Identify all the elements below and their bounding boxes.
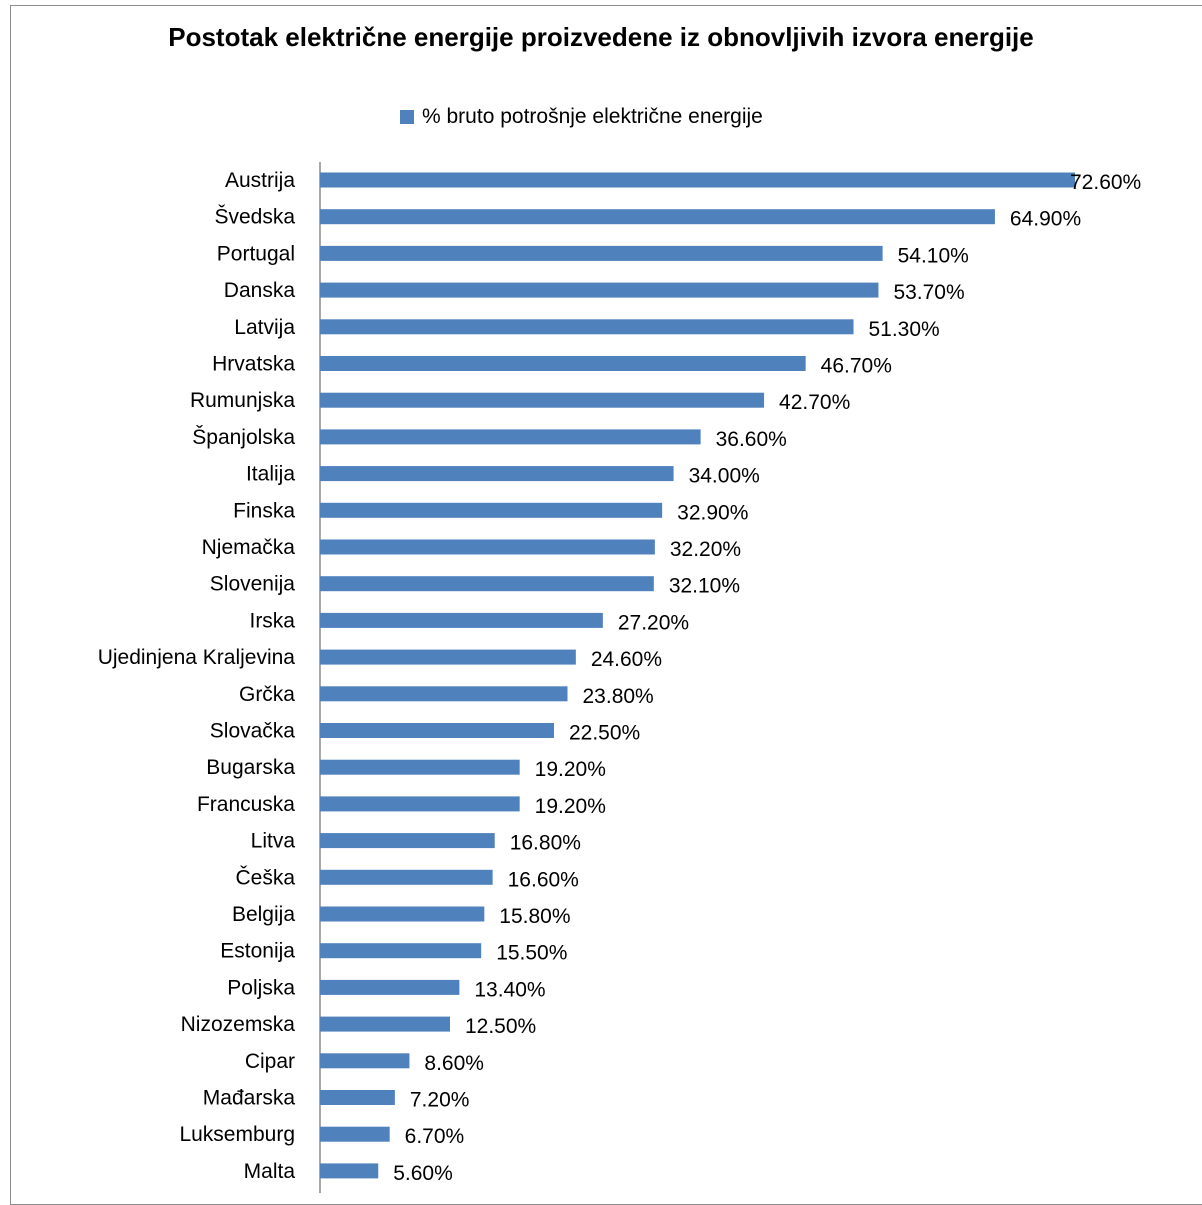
bar xyxy=(320,282,879,298)
data-label: 32.90% xyxy=(677,501,748,524)
category-label: Danska xyxy=(224,279,296,302)
bar xyxy=(320,869,493,885)
category-label: Rumunjska xyxy=(190,389,295,412)
data-label: 8.60% xyxy=(424,1052,484,1075)
bar xyxy=(320,943,482,959)
category-label: Bugarska xyxy=(206,756,295,779)
category-label: Litva xyxy=(251,830,296,853)
data-label: 23.80% xyxy=(583,685,654,708)
data-label: 24.60% xyxy=(591,648,662,671)
bar xyxy=(320,1126,390,1142)
category-label: Nizozemska xyxy=(181,1013,296,1036)
bar xyxy=(320,209,995,225)
category-label: Hrvatska xyxy=(212,353,295,376)
data-label: 19.20% xyxy=(535,795,606,818)
data-label: 32.20% xyxy=(670,538,741,561)
category-label: Cipar xyxy=(245,1050,295,1073)
category-label: Slovačka xyxy=(210,720,296,743)
legend-label: % bruto potrošnje električne energije xyxy=(422,105,763,128)
data-label: 54.10% xyxy=(898,244,969,267)
data-label: 15.50% xyxy=(496,942,567,965)
bar xyxy=(320,833,495,849)
data-label: 16.80% xyxy=(510,832,581,855)
data-label: 13.40% xyxy=(474,978,545,1001)
bar xyxy=(320,319,854,335)
category-label: Portugal xyxy=(217,242,295,265)
bar xyxy=(320,979,460,995)
data-label: 42.70% xyxy=(779,391,850,414)
data-label: 22.50% xyxy=(569,722,640,745)
data-label: 46.70% xyxy=(821,355,892,378)
data-label: 16.60% xyxy=(508,868,579,891)
data-label: 27.20% xyxy=(618,611,689,634)
category-label: Francuska xyxy=(197,793,295,816)
bar xyxy=(320,796,520,812)
legend: % bruto potrošnje električne energije xyxy=(400,102,763,132)
category-label: Španjolska xyxy=(192,426,295,449)
category-label: Belgija xyxy=(232,903,295,926)
bar xyxy=(320,539,655,555)
data-label: 12.50% xyxy=(465,1015,536,1038)
data-label: 36.60% xyxy=(716,428,787,451)
data-label: 15.80% xyxy=(499,905,570,928)
bars-group: Austrija 72.60% Švedska 64.90% Portugal 54.10… xyxy=(98,169,1142,1185)
category-label: Češka xyxy=(235,866,295,889)
bar xyxy=(320,906,485,922)
category-label: Njemačka xyxy=(202,536,296,559)
category-label: Grčka xyxy=(239,683,295,706)
category-label: Irska xyxy=(249,609,295,632)
bar xyxy=(320,1163,379,1179)
data-label: 34.00% xyxy=(689,465,760,488)
category-label: Estonija xyxy=(220,940,295,963)
category-label: Austrija xyxy=(225,169,295,192)
category-label: Ujedinjena Kraljevina xyxy=(98,646,296,669)
data-label: 32.10% xyxy=(669,575,740,598)
chart-frame xyxy=(10,5,1202,1205)
data-label: 19.20% xyxy=(535,758,606,781)
bar xyxy=(320,1016,450,1032)
category-label: Finska xyxy=(233,499,295,522)
legend-swatch xyxy=(400,110,414,124)
bar xyxy=(320,1053,410,1069)
data-label: 64.90% xyxy=(1010,208,1081,231)
bar xyxy=(320,392,765,408)
data-label: 5.60% xyxy=(393,1162,453,1185)
bar xyxy=(320,502,663,518)
data-label: 51.30% xyxy=(868,318,939,341)
category-label: Mađarska xyxy=(203,1087,296,1110)
category-label: Švedska xyxy=(214,206,295,229)
chart-title: Postotak električne energije proizvedene… xyxy=(168,22,1034,52)
data-label: 7.20% xyxy=(410,1089,470,1112)
category-label: Latvija xyxy=(234,316,295,339)
category-label: Poljska xyxy=(227,976,295,999)
bar xyxy=(320,245,883,261)
data-label: 6.70% xyxy=(405,1125,465,1148)
bar xyxy=(320,576,654,592)
bar xyxy=(320,759,520,775)
bar xyxy=(320,612,603,628)
data-label: 53.70% xyxy=(893,281,964,304)
category-label: Luksemburg xyxy=(179,1123,295,1146)
bar xyxy=(320,1090,395,1105)
bar xyxy=(320,466,674,482)
bar xyxy=(320,172,1075,188)
bar xyxy=(320,723,554,738)
bar xyxy=(320,429,701,445)
category-label: Malta xyxy=(244,1160,296,1183)
bar xyxy=(320,356,806,371)
category-label: Italija xyxy=(246,463,295,486)
category-label: Slovenija xyxy=(210,573,296,596)
bar xyxy=(320,649,576,665)
data-label: 72.60% xyxy=(1070,171,1141,194)
bar xyxy=(320,686,568,702)
